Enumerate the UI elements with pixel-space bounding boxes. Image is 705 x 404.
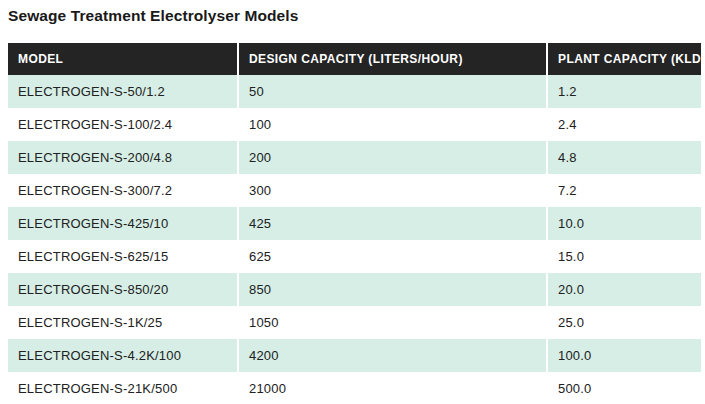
design-capacity-cell: 850 xyxy=(237,273,546,306)
column-header-design-capacity: DESIGN CAPACITY (LITERS/HOUR) xyxy=(237,43,546,75)
design-capacity-cell: 4200 xyxy=(237,339,546,372)
plant-capacity-cell: 2.4 xyxy=(546,108,701,141)
table-row: ELECTROGEN-S-425/1042510.0 xyxy=(8,207,701,240)
model-cell: ELECTROGEN-S-4.2K/100 xyxy=(8,339,237,372)
table-body: ELECTROGEN-S-50/1.2501.2ELECTROGEN-S-100… xyxy=(8,75,701,404)
design-capacity-cell: 1050 xyxy=(237,306,546,339)
design-capacity-cell: 100 xyxy=(237,108,546,141)
plant-capacity-cell: 10.0 xyxy=(546,207,701,240)
model-cell: ELECTROGEN-S-100/2.4 xyxy=(8,108,237,141)
page-title: Sewage Treatment Electrolyser Models xyxy=(8,7,705,26)
plant-capacity-cell: 7.2 xyxy=(546,174,701,207)
design-capacity-cell: 50 xyxy=(237,75,546,108)
model-cell: ELECTROGEN-S-50/1.2 xyxy=(8,75,237,108)
model-cell: ELECTROGEN-S-425/10 xyxy=(8,207,237,240)
table-row: ELECTROGEN-S-1K/25105025.0 xyxy=(8,306,701,339)
design-capacity-cell: 300 xyxy=(237,174,546,207)
model-cell: ELECTROGEN-S-200/4.8 xyxy=(8,141,237,174)
table-row: ELECTROGEN-S-4.2K/1004200100.0 xyxy=(8,339,701,372)
model-cell: ELECTROGEN-S-21K/500 xyxy=(8,372,237,404)
table-row: ELECTROGEN-S-100/2.41002.4 xyxy=(8,108,701,141)
plant-capacity-cell: 1.2 xyxy=(546,75,701,108)
plant-capacity-cell: 15.0 xyxy=(546,240,701,273)
table-row: ELECTROGEN-S-50/1.2501.2 xyxy=(8,75,701,108)
models-table: MODEL DESIGN CAPACITY (LITERS/HOUR) PLAN… xyxy=(8,43,701,404)
design-capacity-cell: 625 xyxy=(237,240,546,273)
table-row: ELECTROGEN-S-300/7.23007.2 xyxy=(8,174,701,207)
table-row: ELECTROGEN-S-200/4.82004.8 xyxy=(8,141,701,174)
plant-capacity-cell: 25.0 xyxy=(546,306,701,339)
header-row: MODEL DESIGN CAPACITY (LITERS/HOUR) PLAN… xyxy=(8,43,701,75)
plant-capacity-cell: 500.0 xyxy=(546,372,701,404)
plant-capacity-cell: 20.0 xyxy=(546,273,701,306)
plant-capacity-cell: 4.8 xyxy=(546,141,701,174)
table-row: ELECTROGEN-S-625/1562515.0 xyxy=(8,240,701,273)
column-header-plant-capacity: PLANT CAPACITY (KLD) xyxy=(546,43,701,75)
table-header: MODEL DESIGN CAPACITY (LITERS/HOUR) PLAN… xyxy=(8,43,701,75)
design-capacity-cell: 425 xyxy=(237,207,546,240)
design-capacity-cell: 200 xyxy=(237,141,546,174)
model-cell: ELECTROGEN-S-1K/25 xyxy=(8,306,237,339)
design-capacity-cell: 21000 xyxy=(237,372,546,404)
model-cell: ELECTROGEN-S-625/15 xyxy=(8,240,237,273)
model-cell: ELECTROGEN-S-850/20 xyxy=(8,273,237,306)
plant-capacity-cell: 100.0 xyxy=(546,339,701,372)
table-row: ELECTROGEN-S-21K/50021000500.0 xyxy=(8,372,701,404)
model-cell: ELECTROGEN-S-300/7.2 xyxy=(8,174,237,207)
table-row: ELECTROGEN-S-850/2085020.0 xyxy=(8,273,701,306)
column-header-model: MODEL xyxy=(8,43,237,75)
